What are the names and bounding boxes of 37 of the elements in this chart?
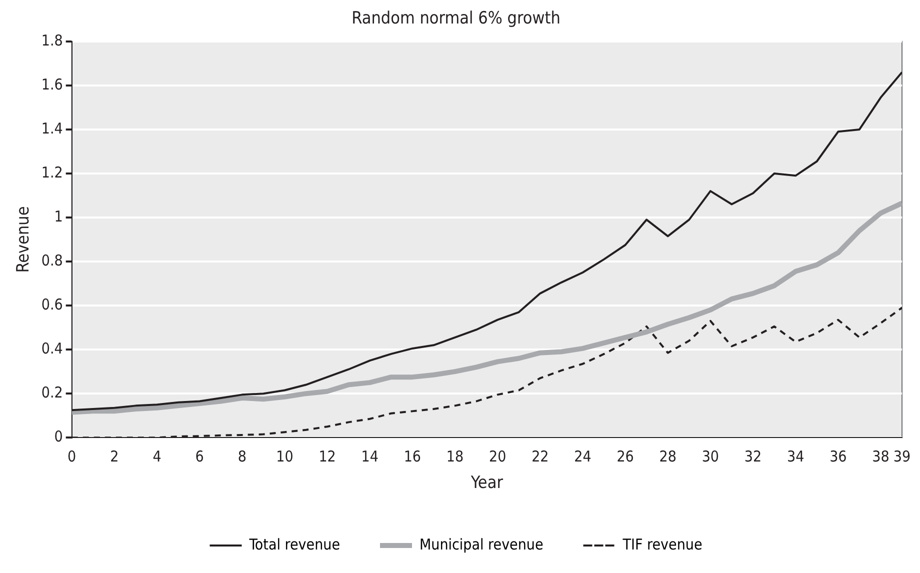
y-axis-title: Revenue <box>14 206 34 273</box>
y-tick-label: 1.2 <box>41 163 63 182</box>
y-tick-label: 0.4 <box>41 339 63 358</box>
x-tick-label: 10 <box>276 447 294 466</box>
x-tick-label: 6 <box>195 447 204 466</box>
y-tick-label: 1.4 <box>41 119 63 138</box>
x-tick-label: 2 <box>110 447 119 466</box>
x-tick-label: 28 <box>659 447 676 466</box>
legend-label: Municipal revenue <box>420 535 544 554</box>
x-axis-title: Year <box>470 473 504 494</box>
x-tick-label: 14 <box>361 447 378 466</box>
x-tick-label: 38 <box>872 447 890 466</box>
x-tick-label: 26 <box>616 447 634 466</box>
legend-label: TIF revenue <box>622 535 702 554</box>
y-tick-label: 0.2 <box>41 383 63 402</box>
y-tick-label: 1.6 <box>41 75 63 94</box>
x-tick-label: 36 <box>830 447 847 466</box>
x-tick-label: 39 <box>893 447 911 466</box>
y-tick-label: 0.6 <box>41 295 63 314</box>
x-tick-label: 22 <box>532 447 549 466</box>
x-tick-label: 20 <box>488 447 506 466</box>
x-tick-label: 32 <box>744 447 762 466</box>
x-tick-label: 24 <box>574 447 592 466</box>
x-tick-label: 16 <box>404 447 422 466</box>
y-tick-label: 0 <box>54 427 63 446</box>
x-tick-label: 8 <box>238 447 246 466</box>
x-tick-label: 4 <box>152 447 162 466</box>
x-tick-label: 0 <box>68 447 76 466</box>
x-tick-label: 18 <box>446 447 464 466</box>
legend-label: Total revenue <box>248 535 340 554</box>
x-tick-label: 30 <box>702 447 720 466</box>
y-tick-label: 0.8 <box>41 251 63 270</box>
x-tick-label: 12 <box>318 447 336 466</box>
chart-title: Random normal 6% growth <box>352 8 560 29</box>
y-tick-label: 1 <box>54 207 63 226</box>
x-tick-label: 34 <box>786 447 804 466</box>
y-tick-label: 1.8 <box>41 31 63 50</box>
